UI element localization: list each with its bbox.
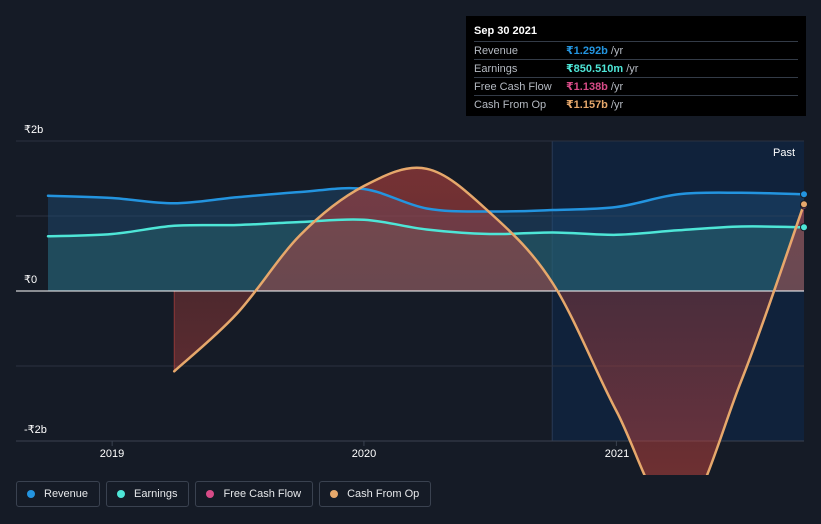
past-label: Past (773, 147, 796, 159)
tooltip-row-free-cash-flow: Free Cash Flow ₹1.138b /yr (474, 77, 798, 95)
cash-flow-positive-area (174, 167, 804, 291)
legend-item-revenue[interactable]: Revenue (16, 481, 101, 507)
tooltip-row-cash-from-op: Cash From Op ₹1.157b /yr (474, 95, 798, 113)
legend-item-free-cash-flow[interactable]: Free Cash Flow (195, 481, 314, 507)
legend-label: Cash From Op (347, 488, 420, 500)
tooltip-value: ₹1.138b (566, 81, 608, 93)
tooltip-unit: /yr (610, 98, 624, 111)
earnings-dot-icon (117, 490, 126, 498)
x-tick-label-2021: 2021 (604, 448, 630, 460)
hover-tooltip: Sep 30 2021 Revenue ₹1.292b /yr Earnings… (466, 16, 806, 116)
revenue-end-point (800, 190, 808, 199)
y-tick-label-zero: ₹0 (24, 274, 38, 286)
earnings-line (46, 218, 806, 238)
chart-legend: Revenue Earnings Free Cash Flow Cash Fro… (16, 481, 432, 507)
tooltip-label: Revenue (474, 44, 519, 57)
legend-label: Earnings (134, 488, 178, 500)
cash-from-op-line (172, 166, 806, 475)
tooltip-label: Free Cash Flow (474, 80, 552, 93)
tooltip-value: ₹1.157b (566, 99, 608, 111)
chart-canvas (16, 140, 808, 475)
cash-from-op-end-point (800, 200, 808, 209)
tooltip-label: Cash From Op (474, 98, 547, 111)
tooltip-label: Earnings (474, 62, 518, 75)
tooltip-date: Sep 30 2021 (474, 25, 537, 37)
tooltip-unit: /yr (610, 44, 624, 57)
tooltip-unit: /yr (626, 62, 639, 75)
tooltip-value: ₹850.510m (566, 63, 624, 75)
free-cash-flow-dot-icon (206, 490, 215, 498)
earnings-end-point (800, 223, 808, 232)
cash-flow-negative-area (174, 291, 804, 475)
legend-label: Revenue (44, 488, 89, 500)
legend-item-earnings[interactable]: Earnings (106, 481, 190, 507)
legend-item-cash-from-op[interactable]: Cash From Op (319, 481, 432, 507)
revenue-line (46, 186, 806, 213)
tooltip-unit: /yr (610, 80, 624, 93)
tooltip-row-earnings: Earnings ₹850.510m /yr (474, 59, 798, 77)
tooltip-row-revenue: Revenue ₹1.292b /yr (474, 41, 798, 59)
legend-label: Free Cash Flow (223, 488, 302, 500)
cash-from-op-dot-icon (330, 490, 339, 498)
y-tick-label-top: ₹2b (24, 124, 44, 136)
revenue-dot-icon (27, 490, 35, 498)
tooltip-value: ₹1.292b (566, 45, 608, 57)
x-tick-label-2020: 2020 (351, 448, 377, 460)
x-tick-label-2019: 2019 (99, 448, 125, 460)
y-tick-label-bottom: -₹2b (24, 424, 47, 436)
